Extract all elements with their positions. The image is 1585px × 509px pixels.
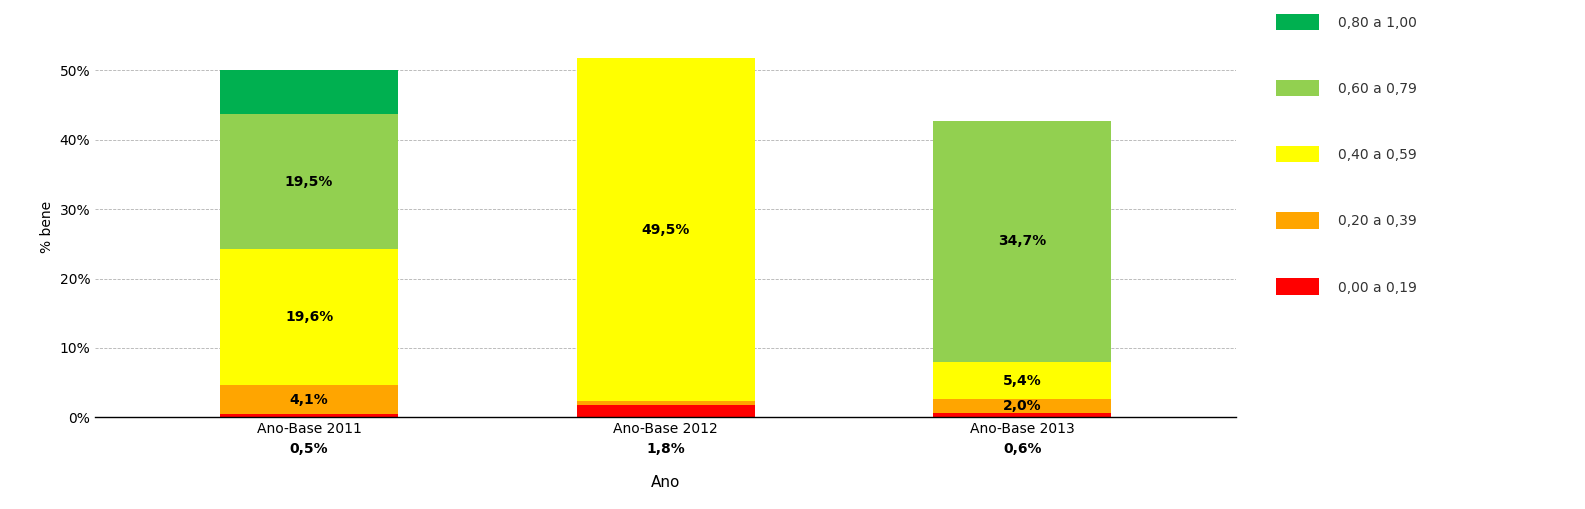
Bar — [934, 400, 1111, 413]
Text: 0,6%: 0,6% — [1003, 442, 1041, 457]
Bar — [220, 414, 398, 417]
Text: 5,4%: 5,4% — [1003, 374, 1041, 387]
Bar — [220, 70, 398, 114]
Text: 34,7%: 34,7% — [999, 235, 1046, 248]
Bar — [934, 362, 1111, 400]
Text: 19,6%: 19,6% — [285, 310, 333, 324]
Text: 0,00 a 0,19: 0,00 a 0,19 — [1338, 280, 1417, 295]
Text: 0,20 a 0,39: 0,20 a 0,39 — [1338, 214, 1417, 229]
Bar — [220, 249, 398, 385]
Bar — [934, 413, 1111, 417]
Text: 4,1%: 4,1% — [290, 392, 328, 407]
Text: 0,5%: 0,5% — [290, 442, 328, 457]
Text: 1,8%: 1,8% — [647, 442, 685, 457]
Text: 19,5%: 19,5% — [285, 175, 333, 189]
X-axis label: Ano: Ano — [651, 475, 680, 490]
Text: 0,80 a 1,00: 0,80 a 1,00 — [1338, 16, 1417, 30]
Text: 0,40 a 0,59: 0,40 a 0,59 — [1338, 148, 1417, 162]
Text: 49,5%: 49,5% — [642, 222, 689, 237]
Text: 0,60 a 0,79: 0,60 a 0,79 — [1338, 82, 1417, 96]
Y-axis label: % bene: % bene — [40, 201, 54, 252]
Bar — [934, 121, 1111, 362]
Text: 2,0%: 2,0% — [1003, 399, 1041, 413]
Bar — [220, 114, 398, 249]
Bar — [577, 58, 754, 402]
Bar — [577, 405, 754, 417]
Bar — [577, 402, 754, 405]
Bar — [220, 385, 398, 414]
